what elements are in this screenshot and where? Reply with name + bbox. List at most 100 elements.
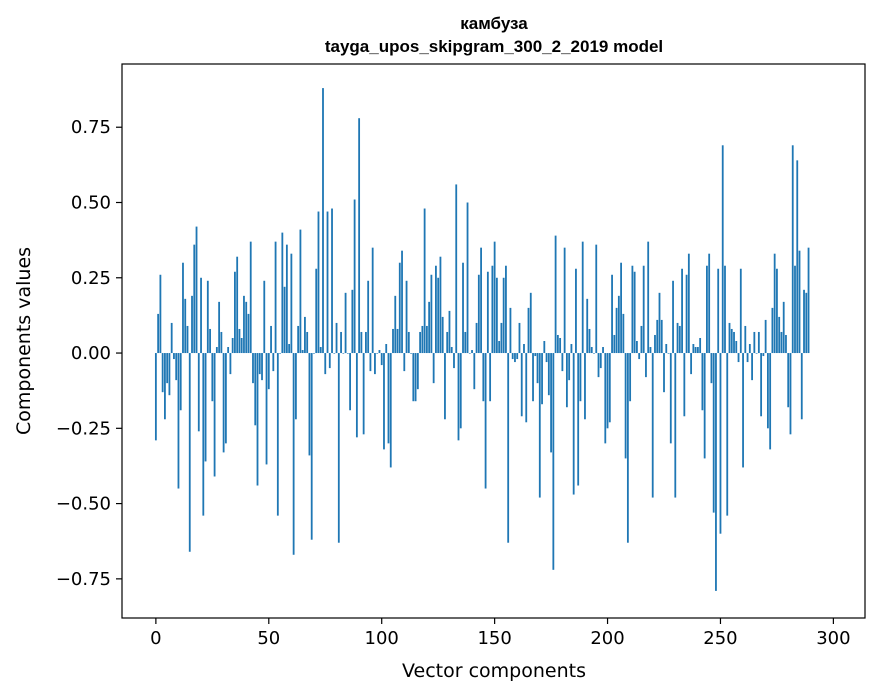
bar (371, 247, 374, 354)
bar (631, 265, 634, 354)
bar (710, 353, 713, 384)
x-tick-label: 100 (365, 628, 399, 649)
bar (554, 235, 557, 354)
bar (636, 341, 638, 354)
bar (543, 341, 546, 354)
bar (304, 316, 306, 354)
bar (486, 271, 489, 354)
bar (276, 353, 279, 516)
bar (161, 353, 164, 393)
bar (439, 256, 442, 354)
bar (766, 353, 769, 429)
bar (606, 353, 609, 429)
bar (602, 347, 604, 354)
bar (423, 208, 426, 354)
y-tick-label: 0.75 (71, 117, 111, 138)
bar (647, 241, 650, 354)
bar (753, 331, 756, 354)
bar (263, 280, 266, 354)
bar (715, 353, 717, 591)
bar (482, 353, 485, 402)
bar (407, 331, 410, 354)
bar (692, 344, 695, 354)
bar (495, 277, 498, 354)
bar (523, 344, 525, 354)
bar (317, 211, 320, 354)
bar (771, 307, 774, 354)
bar (577, 353, 580, 486)
bar (491, 265, 494, 354)
bar (794, 265, 796, 354)
bar (604, 353, 607, 444)
bar (351, 289, 354, 354)
x-tick-label: 0 (150, 628, 161, 649)
bar (297, 325, 300, 354)
bar (581, 241, 584, 354)
bar (301, 350, 304, 354)
bar (394, 295, 397, 354)
bar (206, 280, 209, 354)
bar (719, 353, 722, 534)
bar (764, 319, 767, 354)
bar (620, 262, 622, 354)
bar (211, 353, 214, 402)
bar (310, 353, 313, 540)
bar (380, 353, 383, 366)
bar (489, 353, 492, 402)
bar (536, 353, 539, 384)
bar (425, 325, 428, 354)
bar (319, 347, 322, 354)
bar (565, 353, 568, 408)
bar (717, 268, 720, 354)
bar (238, 328, 241, 354)
bar (342, 353, 345, 354)
bar (265, 353, 268, 465)
bar (575, 268, 577, 354)
bar (272, 353, 275, 372)
bar (514, 353, 516, 363)
bar (724, 265, 726, 354)
x-tick-label: 150 (477, 628, 511, 649)
bar (613, 334, 616, 354)
bar (629, 353, 632, 402)
bar (527, 307, 530, 354)
bar (706, 265, 708, 354)
bar (234, 271, 236, 354)
bar (340, 331, 342, 354)
chart-subtitle: tayga_upos_skipgram_300_2_2019 model (325, 37, 663, 56)
bar (344, 292, 347, 354)
plot-frame (121, 63, 866, 619)
bar (191, 295, 193, 354)
bar (769, 353, 772, 450)
bar (782, 301, 785, 354)
bar (502, 277, 505, 354)
bar (362, 353, 365, 435)
bar (285, 244, 288, 354)
bar (726, 353, 729, 516)
bar (414, 353, 417, 402)
bar (446, 331, 449, 354)
bar (450, 347, 453, 354)
bar (444, 353, 446, 420)
bar (387, 353, 390, 444)
bar (665, 344, 668, 354)
bar (186, 325, 189, 354)
bar (751, 353, 753, 381)
bar (218, 301, 221, 354)
bar (696, 347, 699, 354)
bar (505, 265, 507, 354)
bar (559, 337, 562, 354)
bar (459, 353, 462, 429)
bar (313, 353, 315, 354)
bar (586, 298, 589, 354)
bar (204, 353, 207, 462)
bar (611, 274, 613, 354)
bar (800, 353, 803, 420)
bar (656, 319, 659, 354)
bar (464, 331, 467, 354)
bar (331, 208, 333, 354)
y-tick-label: 0.25 (71, 268, 111, 289)
bar (157, 313, 160, 354)
bar (721, 145, 724, 354)
bar (224, 353, 227, 444)
